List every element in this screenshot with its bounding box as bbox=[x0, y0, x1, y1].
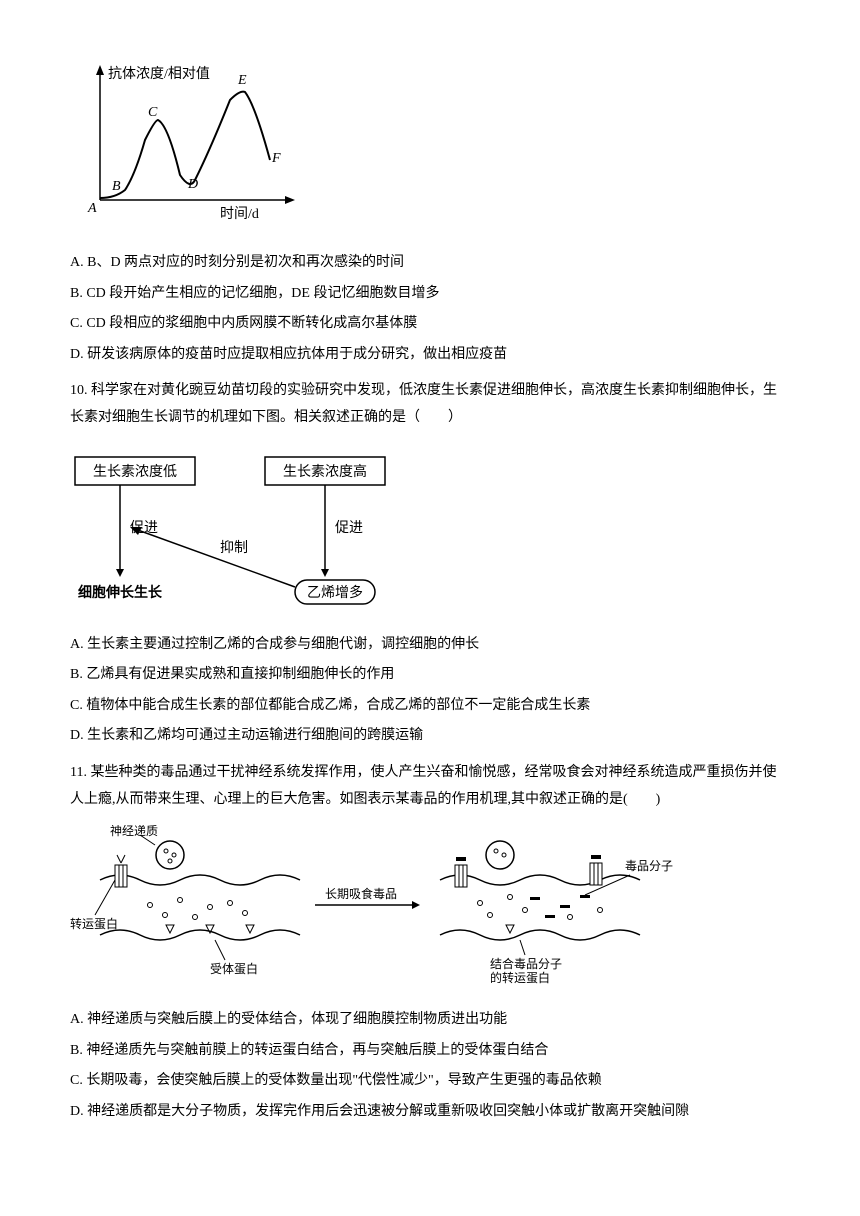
flow-box1: 生长素浓度低 bbox=[93, 464, 177, 480]
x-axis-label: 时间/d bbox=[220, 206, 259, 222]
flow-box2: 生长素浓度高 bbox=[283, 463, 367, 480]
q11-option-c: C. 长期吸毒，会使突触后膜上的受体数量出现"代偿性减少"，导致产生更强的毒品依… bbox=[70, 1068, 790, 1095]
synapse-svg: 神经递质 转运蛋白 受体蛋白 长期吸食毒品 bbox=[70, 825, 690, 995]
point-f: F bbox=[271, 151, 281, 166]
point-a: A bbox=[87, 201, 97, 216]
neurotransmitter-label: 神经递质 bbox=[110, 825, 158, 838]
drug-label: 毒品分子 bbox=[625, 859, 673, 873]
q11-option-b: B. 神经递质先与突触前膜上的转运蛋白结合，再与突触后膜上的受体蛋白结合 bbox=[70, 1038, 790, 1065]
q10-text: 10. 科学家在对黄化豌豆幼苗切段的实验研究中发现，低浓度生长素促进细胞伸长，高… bbox=[70, 378, 790, 431]
point-d: D bbox=[187, 177, 198, 192]
q10-option-c: C. 植物体中能合成生长素的部位都能合成乙烯，合成乙烯的部位不一定能合成生长素 bbox=[70, 693, 790, 720]
point-c: C bbox=[148, 105, 158, 120]
antibody-chart: 抗体浓度/相对值 时间/d A B C D E F bbox=[80, 60, 790, 230]
point-b: B bbox=[112, 179, 121, 194]
q10-option-b: B. 乙烯具有促进果实成熟和直接抑制细胞伸长的作用 bbox=[70, 662, 790, 689]
q9-option-d: D. 研发该病原体的疫苗时应提取相应抗体用于成分研究，做出相应疫苗 bbox=[70, 342, 790, 369]
promote-right-label: 促进 bbox=[335, 520, 363, 536]
q9-option-a: A. B、D 两点对应的时刻分别是初次和再次感染的时间 bbox=[70, 250, 790, 277]
q11-option-d: D. 神经递质都是大分子物质，发挥完作用后会迅速被分解或重新吸收回突触小体或扩散… bbox=[70, 1099, 790, 1126]
q10-option-d: D. 生长素和乙烯均可通过主动运输进行细胞间的跨膜运输 bbox=[70, 723, 790, 750]
inhibit-label: 抑制 bbox=[220, 540, 248, 556]
y-axis-label: 抗体浓度/相对值 bbox=[108, 66, 210, 82]
q9-option-b: B. CD 段开始产生相应的记忆细胞，DE 段记忆细胞数目增多 bbox=[70, 281, 790, 308]
q11-text: 11. 某些种类的毒品通过干扰神经系统发挥作用，使人产生兴奋和愉悦感，经常吸食会… bbox=[70, 760, 790, 813]
auxin-flow-diagram: 生长素浓度低 生长素浓度高 促进 促进 抑制 细胞伸长生长 乙烯增多 bbox=[70, 447, 790, 617]
q10-option-a: A. 生长素主要通过控制乙烯的合成参与细胞代谢，调控细胞的伸长 bbox=[70, 632, 790, 659]
bound-transporter-label-2: 的转运蛋白 bbox=[490, 970, 550, 985]
receptor-label: 受体蛋白 bbox=[210, 961, 258, 976]
q11-option-a: A. 神经递质与突触后膜上的受体结合，体现了细胞膜控制物质进出功能 bbox=[70, 1007, 790, 1034]
q9-option-c: C. CD 段相应的浆细胞中内质网膜不断转化成高尔基体膜 bbox=[70, 311, 790, 338]
longterm-label: 长期吸食毒品 bbox=[325, 886, 397, 901]
point-e: E bbox=[237, 73, 247, 88]
flow-svg: 生长素浓度低 生长素浓度高 促进 促进 抑制 细胞伸长生长 乙烯增多 bbox=[70, 447, 450, 617]
chart-svg: 抗体浓度/相对值 时间/d A B C D E F bbox=[80, 60, 300, 230]
transporter-label: 转运蛋白 bbox=[70, 916, 118, 931]
result-left: 细胞伸长生长 bbox=[78, 584, 163, 601]
result-right: 乙烯增多 bbox=[307, 584, 363, 601]
bound-transporter-label-1: 结合毒品分子 bbox=[490, 956, 562, 971]
synapse-diagram: 神经递质 转运蛋白 受体蛋白 长期吸食毒品 bbox=[70, 825, 790, 995]
